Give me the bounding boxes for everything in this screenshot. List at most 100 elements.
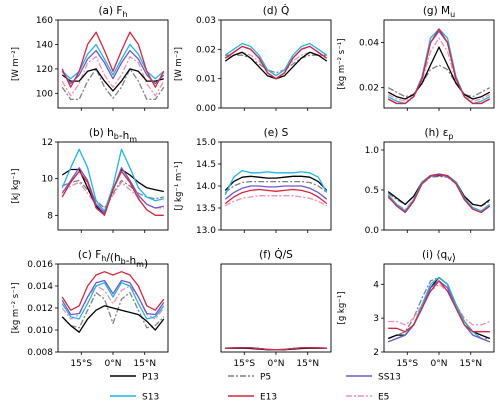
- series-e13-line: [61, 271, 165, 311]
- x-tick-label: 0°N: [268, 359, 285, 369]
- y-tick-label: 0.04: [359, 39, 379, 49]
- y-tick-label: 0.010: [27, 326, 53, 336]
- y-tick-label: 4: [373, 280, 379, 290]
- series-ss13-line: [387, 30, 491, 105]
- panel-title: (a) Fh: [98, 5, 127, 19]
- legend-item-p5: P5: [228, 373, 271, 383]
- series-ss13-line: [224, 185, 328, 200]
- x-tick-label: 15°S: [396, 359, 418, 369]
- series-s13-line: [224, 42, 328, 77]
- y-tick-label: 15.0: [196, 138, 216, 148]
- legend-label: P5: [260, 373, 271, 383]
- legend-label: E5: [378, 393, 389, 403]
- legend-label: SS13: [378, 373, 401, 383]
- x-tick-label: 15°S: [233, 359, 255, 369]
- panel-i: (i) ⟨qv⟩ 4 3 2 15°S 0°N 15°N [g kg⁻¹]: [337, 249, 495, 369]
- series-p5-line: [224, 180, 328, 194]
- series-p5-line: [387, 64, 491, 98]
- y-axis-label: [W m⁻²]: [174, 47, 184, 81]
- series-p13-line: [61, 68, 164, 92]
- panel-title: (d) Q̇: [263, 4, 289, 17]
- y-tick-label: 13.5: [196, 204, 216, 214]
- y-tick-label: 3: [373, 314, 379, 324]
- panel-title: (g) Mu: [423, 5, 455, 19]
- plot-frame: [383, 141, 495, 231]
- series-ss13-line: [224, 45, 328, 80]
- series-e5-line: [387, 174, 491, 212]
- y-tick-label: 13.0: [196, 226, 216, 236]
- panel-h: (h) εp 1.0 0.5 0.0: [365, 127, 495, 236]
- series-p13-line: [61, 305, 165, 333]
- y-tick-label: 0.02: [359, 84, 379, 94]
- y-axis-label: [g kg⁻¹]: [337, 292, 347, 325]
- panel-e: (e) S 15.0 14.5 14.0 13.5 13.0 [J kg⁻¹ m⁻¹]: [174, 127, 332, 236]
- y-axis-label: [kg m⁻² s⁻¹]: [11, 283, 21, 334]
- plot-frame: [220, 263, 332, 353]
- series-p13-line: [387, 174, 491, 207]
- panel-title: (e) S: [264, 127, 289, 139]
- y-tick-label: 0.008: [27, 348, 53, 358]
- panel-title: (f) Q̇/S: [259, 248, 293, 261]
- x-tick-label: 15°N: [133, 359, 156, 369]
- series-s13-line: [224, 169, 328, 196]
- legend-item-s13: S13: [110, 393, 159, 403]
- y-tick-label: 14.0: [196, 182, 216, 192]
- y-axis-label: [kg m⁻² s⁻¹]: [337, 39, 347, 90]
- series-e5-line: [388, 283, 491, 326]
- y-tick-label: 0.0: [365, 226, 380, 236]
- series-e13-line: [388, 280, 490, 333]
- y-tick-label: 100: [36, 89, 53, 99]
- series-e13-line: [224, 188, 328, 205]
- y-tick-label: 0.014: [27, 282, 53, 292]
- y-tick-label: 10: [42, 175, 54, 185]
- series-p5-line: [61, 291, 165, 329]
- plot-frame: [220, 141, 332, 231]
- y-tick-label: 2: [373, 348, 379, 358]
- series-ss13-line: [61, 49, 165, 85]
- plot-frame: [57, 19, 169, 109]
- legend-item-p13: P13: [110, 373, 159, 383]
- panel-c: (c) Fh/(hb-hm) 0.016 0.014 0.012 0.010 0.008 1…: [11, 249, 169, 369]
- y-axis-label: [kJ kg⁻¹]: [11, 169, 21, 204]
- y-tick-label: 160: [36, 16, 53, 26]
- y-tick-label: 0.03: [196, 16, 216, 26]
- y-tick-label: 140: [36, 40, 53, 50]
- x-tick-label: 0°N: [105, 359, 122, 369]
- x-tick-label: 15°N: [459, 359, 482, 369]
- series-e5-line: [224, 195, 328, 207]
- y-tick-label: 0.01: [196, 75, 216, 85]
- series-p5-line: [387, 175, 491, 207]
- y-tick-label: 0.00: [196, 104, 216, 114]
- series-s13-line: [387, 28, 491, 105]
- series-p13-line: [387, 46, 491, 100]
- legend-label: E13: [260, 393, 277, 403]
- panel-d: (d) Q̇ 0.03 0.02 0.01 0.00 [W m⁻²]: [174, 4, 332, 114]
- x-tick-label: 15°S: [70, 359, 92, 369]
- plot-frame: [220, 19, 332, 109]
- series-e5-line: [387, 37, 491, 102]
- series-p13-line: [224, 175, 328, 191]
- y-tick-label: 8: [47, 211, 53, 221]
- series-e13-line: [61, 31, 165, 88]
- series-p5-line: [61, 68, 165, 101]
- panel-title: (h) εp: [425, 127, 454, 141]
- series-e13-line: [387, 173, 491, 214]
- panel-g: (g) Mu 0.04 0.02 [kg m⁻² s⁻¹]: [337, 5, 495, 111]
- y-tick-label: 14.5: [196, 160, 216, 170]
- panel-title: (i) ⟨qv⟩: [422, 249, 456, 264]
- y-tick-label: 1.0: [365, 146, 380, 156]
- series-ss13-line: [61, 279, 165, 316]
- panel-a: (a) Fh 160 140 120 100 [W m⁻²]: [11, 5, 169, 111]
- legend-label: S13: [142, 393, 159, 403]
- legend-item-e5: E5: [346, 393, 389, 403]
- x-tick-label: 0°N: [431, 359, 448, 369]
- panel-title: (b) hb-hm: [89, 127, 137, 144]
- series-s13-line: [61, 282, 165, 320]
- series-s13-line: [61, 148, 164, 213]
- series-p5-line: [225, 54, 327, 74]
- y-tick-label: 12: [42, 138, 53, 148]
- series-e5-line: [61, 285, 165, 320]
- series-p13-line: [387, 276, 491, 340]
- panel-f: (f) Q̇/S 15°S 0°N 15°N: [220, 248, 332, 369]
